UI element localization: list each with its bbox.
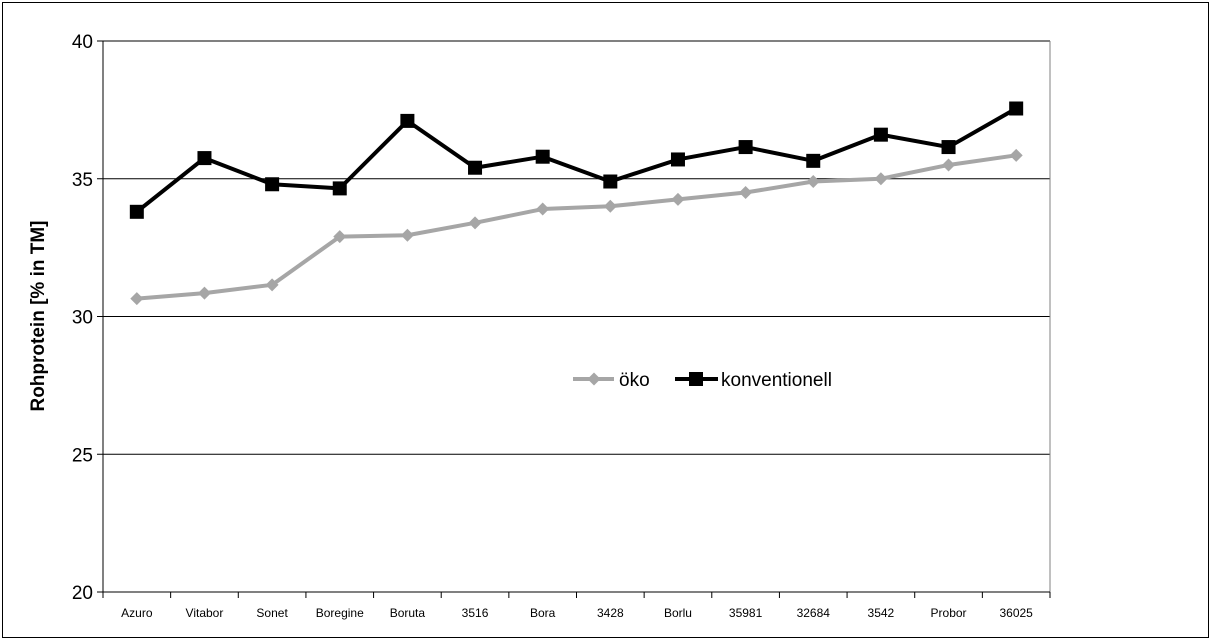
data-point [468,160,483,175]
data-point [1009,101,1024,116]
x-tick-label: 3516 [462,606,489,620]
data-point [1009,148,1023,162]
data-point [874,172,888,186]
data-point [536,202,550,216]
gridlines [103,40,1050,455]
x-tick-label: Borlu [664,606,692,620]
data-point [265,177,280,192]
y-tick-label: 30 [72,308,93,329]
series-oeko [130,148,1023,306]
legend-label-konventionell: konventionell [721,370,832,391]
x-tick-labels: Azuro Vitabor Sonet Boregine Boruta 3516 Bora 3… [121,606,1033,620]
data-point [535,149,550,164]
data-point [400,113,415,128]
x-tick-label: 3542 [868,606,895,620]
data-point [400,228,414,242]
x-tick-label: Vitabor [186,606,224,620]
data-point [873,127,888,142]
data-point [129,204,144,219]
data-point [942,158,956,172]
data-point [332,181,347,196]
x-tick-label: Azuro [121,606,153,620]
data-point [333,230,347,244]
legend-label-oeko: öko [619,370,650,391]
series-konventionell [129,101,1024,219]
y-tick-label: 25 [72,445,93,466]
y-tick-label: 40 [72,32,93,53]
y-axis-title: Rohprotein [% in TM] [28,220,49,411]
legend: öko konventionell [573,370,832,391]
data-point [197,286,211,300]
data-point [670,152,685,167]
data-point [265,278,279,292]
data-point [738,140,753,155]
data-point [130,292,144,306]
legend-marker-oeko [587,372,601,386]
data-point [468,216,482,230]
x-tick-label: Probor [931,606,967,620]
series-line [135,106,1018,214]
x-tick-label: Boregine [316,606,364,620]
x-tick-label: Bora [530,606,556,620]
x-tick-label: 3428 [597,606,624,620]
data-point [671,192,685,206]
data-point [603,174,618,189]
data-point [941,140,956,155]
axes [97,40,1051,598]
x-tick-label: Sonet [256,606,288,620]
x-tick-label: 32684 [797,606,831,620]
y-tick-label: 20 [72,583,93,604]
data-point [806,153,821,168]
y-tick-labels: 20 25 30 35 40 [72,32,93,604]
legend-marker-konventionell [689,372,703,386]
data-point [197,151,212,166]
data-point [603,199,617,213]
x-tick-label: 36025 [999,606,1033,620]
data-point [806,175,820,189]
series [129,101,1024,306]
data-point [739,186,753,200]
x-tick-label: 35981 [729,606,763,620]
y-tick-label: 35 [72,170,93,191]
series-line [136,153,1017,301]
x-tick-label: Boruta [390,606,426,620]
